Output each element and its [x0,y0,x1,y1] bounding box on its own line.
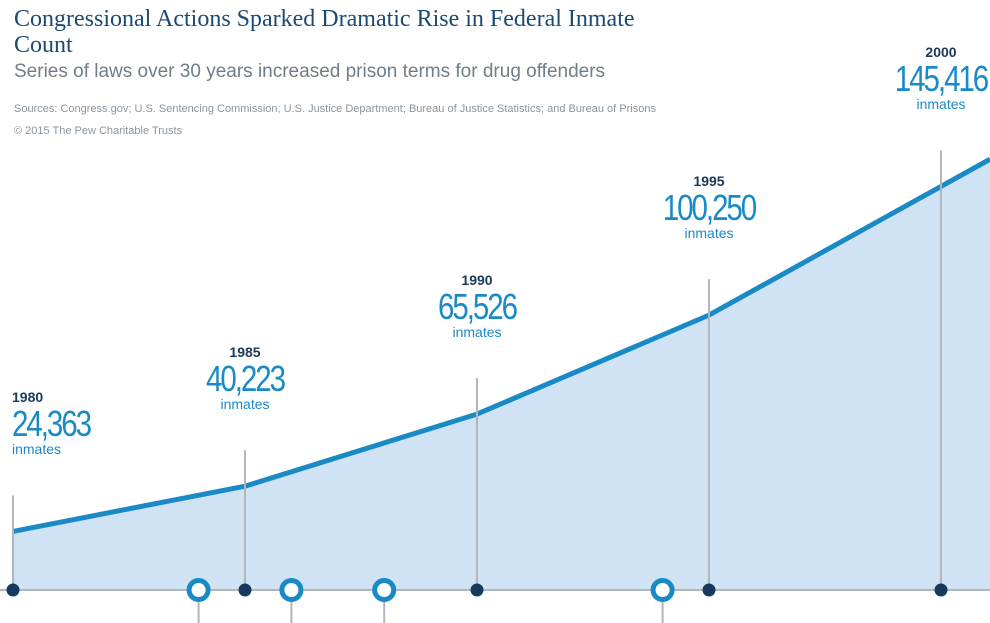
series-line [12,157,990,534]
unit-label-1990: inmates [452,324,502,341]
law-marker-1984 [186,578,211,602]
value-label-1995: 100,250 [662,187,757,229]
year-dot-2000 [934,583,948,597]
year-label-1995: 1995 [693,173,725,190]
year-dot-1980 [6,583,20,597]
year-label-1980: 1980 [12,389,44,406]
year-dot-1995 [702,583,716,597]
year-dot-1990 [470,583,484,597]
annotation-1980: 1980 24,363 inmates [12,389,132,457]
area-fill [13,159,990,590]
value-label-2000: 145,416 [894,58,989,100]
value-label-1980: 24,363 [12,403,92,445]
chart-title: Congressional Actions Sparked Dramatic R… [14,6,635,58]
annotation-2000: 2000 145,416 inmates [861,44,990,112]
annotation-1995: 1995 100,250 inmates [629,173,789,241]
year-label-1985: 1985 [229,344,261,361]
marker-layer [6,578,948,623]
law-marker-1986 [279,578,304,602]
annotation-1985: 1985 40,223 inmates [165,344,325,412]
annotation-1990: 1990 65,526 inmates [397,272,557,340]
unit-label-1985: inmates [220,396,270,413]
year-label-1990: 1990 [461,272,493,289]
chart-subtitle: Series of laws over 30 years increased p… [14,61,606,82]
unit-label-1980: inmates [12,441,62,458]
law-marker-1994 [650,578,675,602]
year-label-2000: 2000 [925,44,957,61]
value-label-1990: 65,526 [437,286,518,328]
area-layer [12,157,990,590]
unit-label-1995: inmates [684,225,734,242]
law-marker-1988 [372,578,397,602]
copyright-note: © 2015 The Pew Charitable Trusts [14,125,183,137]
value-label-1985: 40,223 [205,358,286,400]
unit-label-2000: inmates [916,96,966,113]
axis-layer [0,150,990,591]
year-dot-1985 [238,583,252,597]
sources-note: Sources: Congress.gov; U.S. Sentencing C… [14,103,656,115]
